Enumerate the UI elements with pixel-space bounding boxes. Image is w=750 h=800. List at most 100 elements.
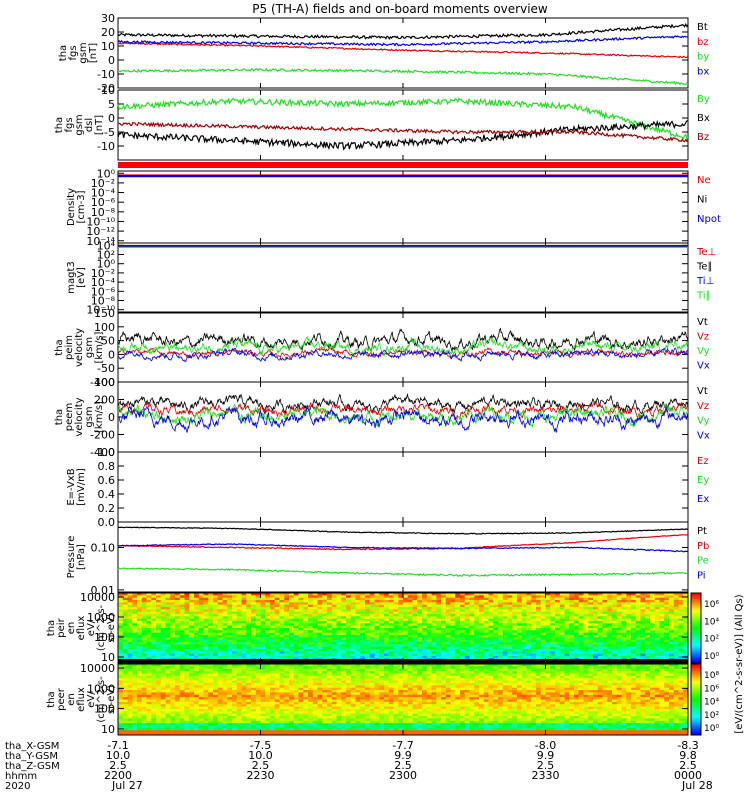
heatmap-cell (341, 604, 347, 608)
heatmap-cell (331, 651, 337, 655)
heatmap-cell (621, 668, 627, 672)
heatmap-cell (569, 623, 575, 627)
heatmap-cell (650, 630, 656, 634)
heatmap-cell (588, 653, 594, 657)
heatmap-cell (141, 621, 147, 624)
heatmap-cell (137, 673, 143, 677)
heatmap-cell (122, 614, 128, 617)
heatmap-cell (635, 675, 641, 679)
heatmap-cell (426, 671, 432, 674)
heatmap-cell (621, 649, 627, 652)
heatmap-cell (156, 600, 162, 603)
heatmap-cell (284, 614, 290, 617)
heatmap-cell (436, 656, 442, 659)
heatmap-cell (369, 637, 375, 641)
heatmap-cell (626, 664, 632, 667)
heatmap-cell (574, 644, 580, 648)
heatmap-cell (474, 628, 480, 631)
heatmap-cell (246, 632, 252, 636)
heatmap-cell (650, 628, 656, 631)
heatmap-cell (564, 616, 570, 620)
heatmap-cell (526, 642, 532, 645)
heatmap-cell (298, 600, 304, 603)
heatmap-cell (426, 632, 432, 636)
heatmap-cell (179, 678, 185, 681)
heatmap-cell (607, 614, 613, 617)
heatmap-cell (569, 611, 575, 615)
heatmap-cell (635, 604, 641, 608)
heatmap-cell (431, 644, 437, 648)
heatmap-cell (175, 602, 181, 606)
heatmap-cell (422, 671, 428, 674)
heatmap-cell (403, 678, 409, 681)
heatmap-cell (137, 664, 143, 667)
heatmap-cell (635, 616, 641, 620)
heatmap-cell (208, 646, 214, 650)
heatmap-cell (574, 614, 580, 617)
heatmap-cell (284, 609, 290, 613)
heatmap-cell (593, 618, 599, 622)
heatmap-cell (488, 675, 494, 679)
heatmap-cell (526, 625, 532, 629)
heatmap-cell (635, 595, 641, 599)
heatmap-cell (255, 678, 261, 681)
heatmap-cell (673, 607, 679, 610)
heatmap-cell (460, 673, 466, 677)
heatmap-cell (626, 630, 632, 634)
heatmap-cell (232, 600, 238, 603)
heatmap-cell (640, 651, 646, 655)
heatmap-cell (208, 637, 214, 641)
heatmap-cell (350, 604, 356, 608)
heatmap-cell (431, 602, 437, 606)
heatmap-cell (298, 595, 304, 599)
heatmap-cell (246, 668, 252, 672)
heatmap-cell (678, 656, 684, 659)
heatmap-cell (536, 625, 542, 629)
heatmap-cell (141, 635, 147, 638)
heatmap-cell (170, 602, 176, 606)
heatmap-cell (384, 600, 390, 603)
heatmap-cell (678, 668, 684, 672)
heatmap-cell (431, 614, 437, 617)
heatmap-cell (578, 623, 584, 627)
heatmap-cell (464, 630, 470, 634)
heatmap-cell (398, 611, 404, 615)
heatmap-cell (545, 618, 551, 622)
heatmap-cell (151, 678, 157, 681)
heatmap-cell (336, 630, 342, 634)
heatmap-cell (184, 646, 190, 650)
heatmap-cell (303, 611, 309, 615)
heatmap-cell (654, 637, 660, 641)
heatmap-cell (322, 644, 328, 648)
heatmap-cell (521, 668, 527, 672)
heatmap-cell (616, 593, 622, 596)
heatmap-cell (189, 642, 195, 645)
heatmap-cell (493, 623, 499, 627)
heatmap-cell (203, 653, 209, 657)
heatmap-cell (198, 632, 204, 636)
heatmap-cell (289, 656, 295, 659)
heatmap-cell (526, 595, 532, 599)
heatmap-cell (227, 653, 233, 657)
heatmap-cell (512, 630, 518, 634)
heatmap-cell (312, 632, 318, 636)
heatmap-cell (341, 678, 347, 681)
heatmap-cell (597, 635, 603, 638)
heatmap-cell (232, 637, 238, 641)
heatmap-cell (346, 630, 352, 634)
heatmap-cell (189, 597, 195, 601)
heatmap-cell (654, 653, 660, 657)
heatmap-cell (208, 649, 214, 652)
heatmap-cell (308, 675, 314, 679)
heatmap-cell (445, 616, 451, 620)
heatmap-cell (645, 637, 651, 641)
heatmap-cell (369, 635, 375, 638)
heatmap-cell (241, 637, 247, 641)
heatmap-cell (118, 644, 124, 648)
heatmap-cell (431, 597, 437, 601)
heatmap-cell (141, 593, 147, 596)
heatmap-cell (650, 623, 656, 627)
heatmap-cell (574, 607, 580, 610)
heatmap-cell (517, 656, 523, 659)
y-tick-label: 400 (94, 376, 115, 389)
